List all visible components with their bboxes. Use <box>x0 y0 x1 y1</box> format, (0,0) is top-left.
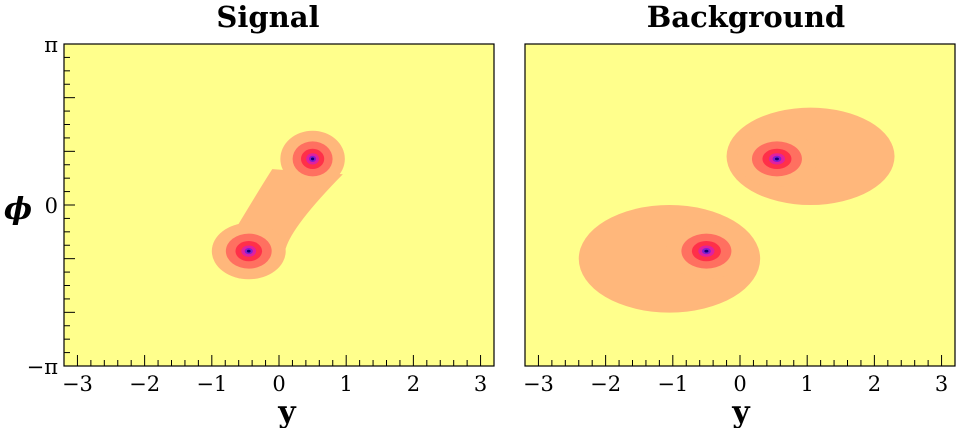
background-title: Background <box>647 0 845 34</box>
background-xtick-label: −3 <box>523 372 554 396</box>
signal-ylabel: ϕ <box>4 192 32 227</box>
signal-xtick-label: 0 <box>272 372 285 396</box>
signal-xtick-label: −1 <box>196 372 227 396</box>
background-plot-area <box>525 44 955 366</box>
signal-xtick-label: 2 <box>407 372 420 396</box>
signal-ytick-label: 0 <box>45 194 58 218</box>
signal-panel: Signal ϕ y −3 −2 −1 0 1 2 3 π 0 −π <box>4 0 495 428</box>
background-xtick-label: −2 <box>590 372 621 396</box>
signal-ytick-label: −π <box>27 355 59 379</box>
signal-xtick-label: 3 <box>474 372 487 396</box>
background-xtick-label: 1 <box>801 372 814 396</box>
background-xtick-label: −1 <box>657 372 688 396</box>
background-plot-background <box>525 44 955 366</box>
background-panel: Background y −3 −2 −1 0 1 2 3 <box>523 0 956 428</box>
signal-peak-0-level-6 <box>310 157 315 161</box>
background-xtick-label: 0 <box>733 372 746 396</box>
signal-peak-1-level-6 <box>246 249 251 253</box>
background-peak-0-level-6 <box>774 157 779 161</box>
background-xtick-label: 2 <box>868 372 881 396</box>
background-xtick-label: 3 <box>935 372 948 396</box>
signal-xtick-label: −3 <box>62 372 93 396</box>
signal-xtick-label: 1 <box>340 372 353 396</box>
signal-title: Signal <box>216 0 319 34</box>
signal-xlabel: y <box>277 395 297 428</box>
background-peak-1-level-6 <box>704 249 709 253</box>
signal-xtick-label: −2 <box>129 372 160 396</box>
signal-plot-area <box>64 44 494 366</box>
signal-ytick-label: π <box>44 33 58 57</box>
background-xlabel: y <box>731 395 751 428</box>
